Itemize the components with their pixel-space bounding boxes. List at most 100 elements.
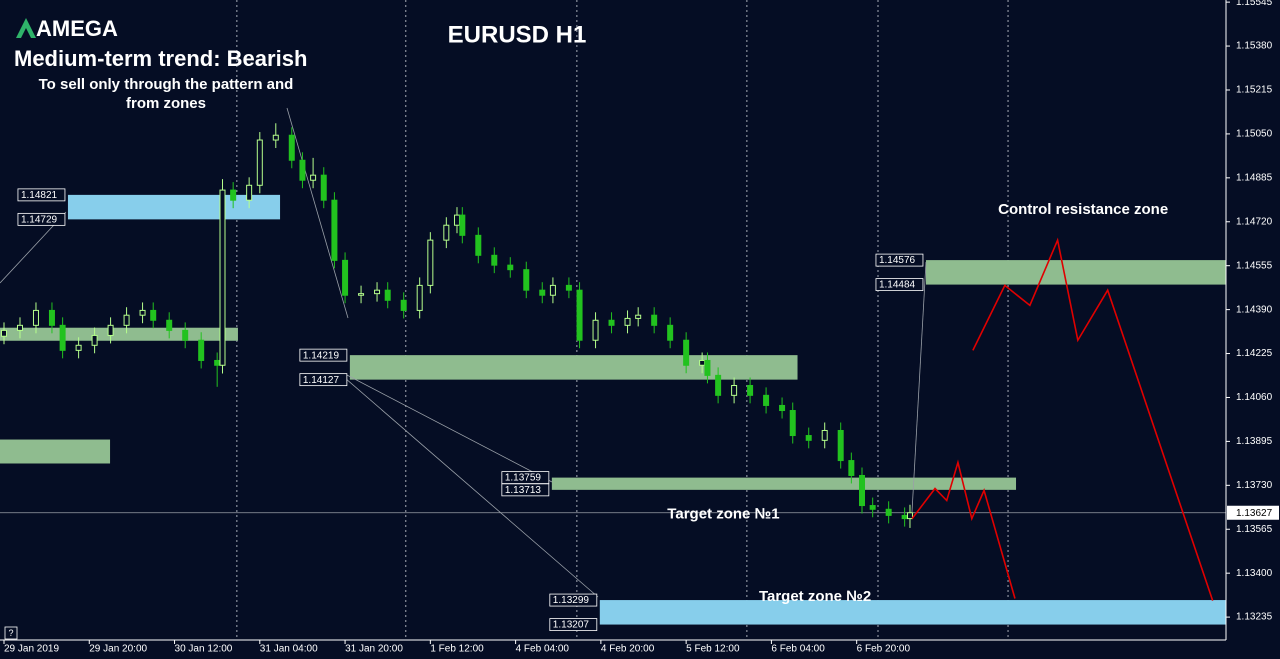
forecast-line bbox=[972, 237, 1214, 601]
candle-body bbox=[198, 339, 205, 361]
layer bbox=[0, 0, 1226, 640]
x-tick-label: 30 Jan 12:00 bbox=[175, 644, 233, 655]
annotation: Control resistance zone bbox=[998, 201, 1168, 218]
candle-body bbox=[342, 259, 349, 296]
candle-body bbox=[608, 319, 615, 326]
y-tick-label: 1.13235 bbox=[1236, 612, 1273, 623]
connector bbox=[286, 107, 349, 319]
candle-body bbox=[592, 319, 599, 341]
candle-body bbox=[869, 505, 876, 510]
candle-body bbox=[651, 314, 658, 326]
candle-body bbox=[230, 189, 237, 201]
connector bbox=[344, 377, 599, 598]
candle-body bbox=[107, 324, 114, 336]
candle-body bbox=[906, 512, 913, 520]
candle-body bbox=[427, 239, 434, 286]
candle-body bbox=[310, 174, 317, 181]
candle-body bbox=[453, 214, 460, 226]
y-tick-label: 1.13730 bbox=[1236, 480, 1273, 491]
candle-body bbox=[667, 324, 674, 341]
zone-label: 1.13759 bbox=[505, 473, 542, 484]
x-tick-label: 4 Feb 20:00 bbox=[601, 644, 655, 655]
candle-body bbox=[901, 514, 908, 520]
x-tick-label: 29 Jan 2019 bbox=[4, 644, 59, 655]
zone bbox=[0, 327, 238, 341]
x-tick-label: 29 Jan 20:00 bbox=[89, 644, 147, 655]
x-tick-label: 5 Feb 12:00 bbox=[686, 644, 740, 655]
zone-label-box bbox=[549, 618, 598, 631]
current-price-label: 1.13627 bbox=[1236, 508, 1273, 519]
candle-body bbox=[150, 309, 157, 321]
forecast-line bbox=[911, 459, 1016, 599]
candle-body bbox=[779, 404, 786, 412]
candle-body bbox=[491, 254, 498, 266]
candle-body bbox=[331, 199, 338, 261]
candle-body bbox=[166, 319, 173, 331]
candle-body bbox=[219, 189, 226, 366]
help-box[interactable] bbox=[4, 626, 18, 640]
candle-body bbox=[859, 474, 866, 507]
y-tick-label: 1.14225 bbox=[1236, 348, 1273, 359]
zone-label-box bbox=[299, 373, 348, 387]
subtitle-line: To sell only through the pattern and bbox=[39, 76, 294, 93]
candle-body bbox=[416, 284, 423, 311]
chart-title: EURUSD H1 bbox=[448, 21, 587, 48]
current-price-box bbox=[1227, 505, 1279, 520]
candle-body bbox=[565, 284, 572, 291]
zone-label: 1.14821 bbox=[21, 190, 58, 201]
candle-body bbox=[523, 269, 530, 291]
zone-label-box bbox=[501, 483, 550, 497]
logo: AMEGA bbox=[16, 16, 118, 41]
candle-body bbox=[374, 289, 381, 295]
y-tick-label: 1.15545 bbox=[1236, 0, 1273, 8]
y-tick-label: 1.15380 bbox=[1236, 41, 1273, 52]
candle-body bbox=[75, 344, 82, 351]
zone bbox=[67, 194, 281, 220]
y-tick-label: 1.15050 bbox=[1236, 129, 1273, 140]
zone-label: 1.13207 bbox=[553, 620, 590, 631]
zone-label: 1.14576 bbox=[879, 255, 916, 266]
zone bbox=[0, 439, 111, 464]
candle-body bbox=[16, 324, 23, 331]
candle-body bbox=[0, 329, 7, 337]
x-tick-label: 1 Feb 12:00 bbox=[430, 644, 484, 655]
zone-label-box bbox=[875, 253, 924, 267]
candle-body bbox=[246, 184, 253, 201]
zone-label: 1.14219 bbox=[303, 350, 340, 361]
candle-body bbox=[549, 284, 556, 296]
candle-body bbox=[789, 410, 796, 437]
zone-label-box bbox=[875, 278, 924, 291]
y-tick-label: 1.14885 bbox=[1236, 172, 1273, 183]
brand: AMEGA bbox=[36, 16, 118, 41]
zone bbox=[349, 355, 798, 380]
candle-body bbox=[747, 384, 754, 396]
candle-body bbox=[48, 309, 55, 326]
candle-body bbox=[32, 309, 39, 326]
candle-body bbox=[635, 314, 642, 319]
layer: 1.14821 1.14729 1.14219 1.14127 1.137591.137… bbox=[0, 123, 1214, 631]
candle-body bbox=[299, 159, 306, 181]
candle-body bbox=[400, 299, 407, 311]
x-tick-label: 4 Feb 04:00 bbox=[516, 644, 570, 655]
candle-body bbox=[576, 289, 583, 341]
candle-body bbox=[821, 429, 828, 441]
connectors bbox=[0, 107, 927, 598]
candle-body bbox=[699, 359, 706, 366]
zone bbox=[551, 477, 1017, 490]
candle-body bbox=[214, 359, 221, 366]
zone-label-box bbox=[17, 188, 66, 202]
candle-body bbox=[731, 384, 738, 396]
annotation: Target zone №1 bbox=[667, 506, 779, 523]
trend: Medium-term trend: Bearish bbox=[14, 46, 307, 71]
help-icon[interactable]: ? bbox=[8, 628, 13, 638]
candle-body bbox=[763, 394, 770, 406]
candle-body bbox=[848, 460, 855, 476]
x-tick-label: 31 Jan 20:00 bbox=[345, 644, 403, 655]
y-tick-label: 1.14060 bbox=[1236, 392, 1273, 403]
y-tick-label: 1.14555 bbox=[1236, 260, 1273, 271]
candle-body bbox=[320, 174, 327, 201]
candle-body bbox=[805, 435, 812, 441]
candle-body bbox=[624, 317, 631, 326]
candle-body bbox=[704, 359, 711, 376]
